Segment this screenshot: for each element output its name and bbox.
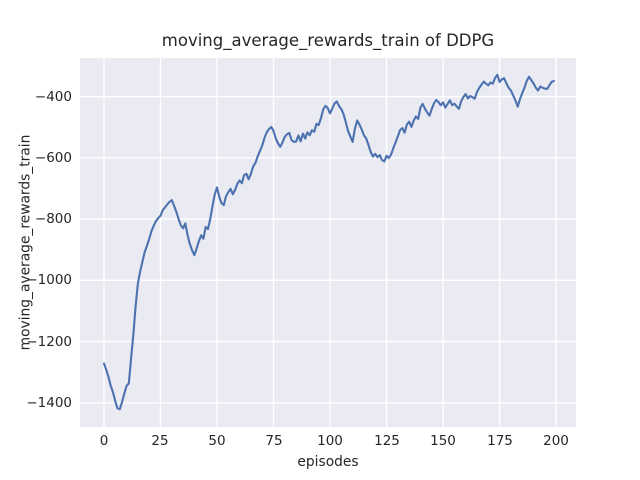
y-tick-label: −1400 (26, 395, 72, 411)
y-tick-label: −800 (34, 211, 72, 227)
line-chart-svg (80, 58, 576, 427)
x-tick-label: 0 (99, 433, 109, 449)
y-axis-label: moving_average_rewards_train (17, 134, 34, 351)
y-tick-label: −600 (34, 150, 72, 166)
x-tick-label: 125 (374, 433, 400, 449)
x-tick-label: 25 (151, 433, 169, 449)
x-axis-label: episodes (297, 454, 359, 470)
series-line-moving_average_rewards_train (102, 73, 555, 411)
y-tick-label: −1000 (26, 272, 72, 288)
gridlines (80, 58, 576, 427)
plot-area (80, 58, 576, 427)
y-tick-label: −1200 (26, 334, 72, 350)
x-tick-label: 150 (430, 433, 456, 449)
x-tick-label: 200 (543, 433, 569, 449)
x-tick-label: 100 (317, 433, 343, 449)
x-tick-label: 50 (208, 433, 226, 449)
x-tick-label: 175 (487, 433, 513, 449)
chart-title: moving_average_rewards_train of DDPG (161, 31, 495, 50)
x-tick-label: 75 (265, 433, 283, 449)
y-tick-label: −400 (34, 89, 72, 105)
series-layer (102, 73, 555, 411)
